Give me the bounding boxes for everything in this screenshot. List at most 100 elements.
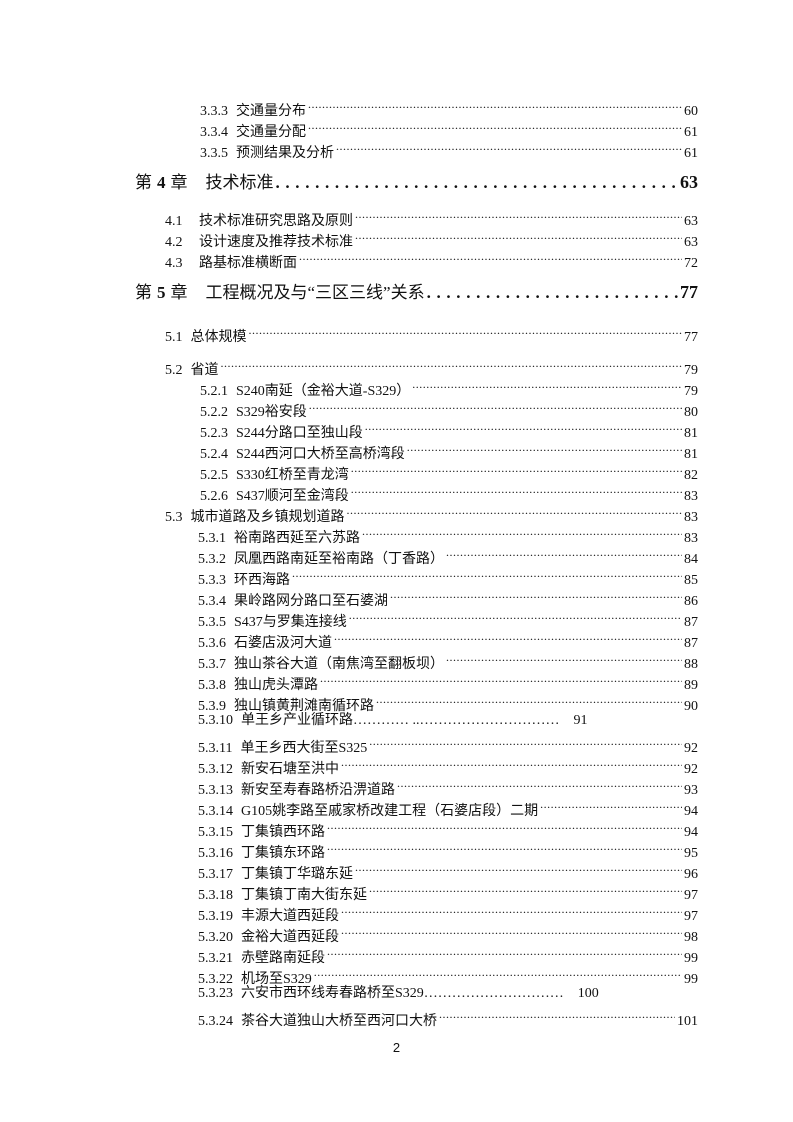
toc-entry[interactable]: 5.2.6 S437顺河至金湾段 83: [0, 479, 698, 504]
dot-leader: [365, 416, 682, 437]
entry-title: 丁集镇东环路: [241, 846, 325, 861]
toc-entry[interactable]: 5.3.22 机场至S329 99: [0, 962, 698, 987]
dot-leader: [351, 479, 682, 500]
dot-leader: [351, 458, 682, 479]
dot-leader: [314, 962, 682, 983]
entry-page: 82: [684, 468, 698, 483]
toc-entry[interactable]: 5.3.6 石婆店汲河大道 87: [0, 626, 698, 651]
toc-entry[interactable]: 4.3 路基标准横断面 72: [0, 246, 698, 271]
entry-number: 5.3.16: [198, 846, 233, 861]
toc-entry[interactable]: 5.3.8 独山虎头潭路 89: [0, 668, 698, 693]
entry-number: 4.1: [165, 214, 183, 229]
entry-title: 总体规模: [190, 330, 247, 345]
toc-entry[interactable]: 5.2.2 S329裕安段 80: [0, 395, 698, 420]
toc-entry[interactable]: 3.3.3 交通量分布 60: [0, 94, 698, 119]
entry-title: 金裕大道西延段: [241, 930, 339, 945]
entry-title: 单王乡西大街至S325: [240, 741, 368, 756]
entry-title: 交通量分配: [236, 125, 306, 140]
dot-leader: [446, 647, 682, 668]
entry-title: 新安至寿春路桥沿淠道路: [241, 783, 395, 798]
toc-entry[interactable]: 5.3.10 单王乡产业循环路………… ..………………………… 91: [0, 710, 793, 731]
toc-entry[interactable]: 5.3.12 新安石塘至洪中 92: [0, 752, 698, 777]
toc-entry[interactable]: 5.2 省道 79: [0, 353, 698, 378]
entry-title: 赤壁路南延段: [241, 951, 325, 966]
toc-entry[interactable]: 5.3.21 赤壁路南延段 99: [0, 941, 698, 966]
entry-title: 丁集镇西环路: [241, 825, 325, 840]
dot-leader: ………… ..…………………………: [353, 713, 560, 728]
toc-entry[interactable]: 5.2.5 S330红桥至青龙湾 82: [0, 458, 698, 483]
entry-number: 5.3.21: [198, 951, 233, 966]
toc-entry[interactable]: 5.3.15 丁集镇西环路 94: [0, 815, 698, 840]
entry-number: 5.2.2: [200, 405, 228, 420]
entry-number: 5.3.18: [198, 888, 233, 903]
toc-entry[interactable]: 5.1 总体规模 77: [0, 320, 698, 345]
toc-entry[interactable]: 3.3.5 预测结果及分析 61: [0, 136, 698, 161]
chapter-number: 4: [157, 173, 166, 192]
dot-leader: [439, 1004, 675, 1025]
dot-leader: [327, 836, 682, 857]
entry-number: 3.3.4: [200, 125, 228, 140]
entry-page: 98: [684, 930, 698, 945]
entry-number: 5.3: [165, 510, 183, 525]
dot-leader: [355, 857, 682, 878]
entry-page: 97: [684, 888, 698, 903]
entry-page: 95: [684, 846, 698, 861]
entry-page: 94: [684, 804, 698, 819]
toc-entry[interactable]: 5.3.23 六安市西环线寿春路桥至S329………………………… 100: [0, 983, 793, 1004]
entry-number: 5.1: [165, 330, 183, 345]
entry-page: 83: [684, 489, 698, 504]
entry-number: 5.3.17: [198, 867, 233, 882]
entry-page: 63: [684, 214, 698, 229]
toc-entry[interactable]: 4.1 技术标准研究思路及原则 63: [0, 204, 698, 229]
toc-entry[interactable]: 5.3.1 裕南路西延至六苏路 83: [0, 521, 698, 546]
page-number: 2: [392, 1040, 401, 1055]
entry-page: 81: [684, 426, 698, 441]
toc-entry[interactable]: 5.3.13 新安至寿春路桥沿淠道路 93: [0, 773, 698, 798]
entry-title: 独山镇黄荆滩南循环路: [234, 699, 374, 714]
toc-entry[interactable]: 5.3.9 独山镇黄荆滩南循环路 90: [0, 689, 698, 714]
entry-page: 83: [684, 510, 698, 525]
entry-number: 5.3.24: [198, 1014, 233, 1029]
entry-page: 90: [684, 699, 698, 714]
entry-page: 87: [684, 636, 698, 651]
dot-leader: [540, 794, 682, 815]
toc-entry[interactable]: 5.3 城市道路及乡镇规划道路 83: [0, 500, 698, 525]
toc-entry[interactable]: 5.2.3 S244分路口至独山段 81: [0, 416, 698, 441]
entry-title: 石婆店汲河大道: [234, 636, 332, 651]
entry-title: 预测结果及分析: [236, 146, 334, 161]
dot-leader: [369, 731, 682, 752]
toc-entry[interactable]: 5.3.18 丁集镇丁南大街东延 97: [0, 878, 698, 903]
toc-entry[interactable]: 5.3.24 茶谷大道独山大桥至西河口大桥 101: [0, 1004, 698, 1029]
toc-entry[interactable]: 5.3.3 环西海路 85: [0, 563, 698, 588]
entry-page: 81: [684, 447, 698, 462]
toc-entry[interactable]: 5.3.20 金裕大道西延段 98: [0, 920, 698, 945]
entry-number: 3.3.5: [200, 146, 228, 161]
entry-page: 92: [684, 762, 698, 777]
toc-entry[interactable]: 5.3.5 S437与罗集连接线 87: [0, 605, 698, 630]
toc-entry[interactable]: 5.3.17 丁集镇丁华璐东延 96: [0, 857, 698, 882]
entry-page: 93: [684, 783, 698, 798]
entry-number: 5.3.5: [198, 615, 226, 630]
toc-entry[interactable]: 5.2.4S244西河口大桥至高桥湾段81: [0, 437, 698, 462]
toc-entry[interactable]: 5.3.16 丁集镇东环路 95: [0, 836, 698, 861]
dot-leader: …………………………: [423, 986, 564, 1001]
entry-number: 5.3.9: [198, 699, 226, 714]
entry-page: 77: [684, 330, 698, 345]
toc-entry[interactable]: 5.3.19 丰源大道西延段 97: [0, 899, 698, 924]
entry-title: 交通量分布: [236, 104, 306, 119]
dot-leader: [412, 374, 682, 395]
dot-leader: [390, 584, 682, 605]
chapter-page: 77: [680, 282, 698, 302]
toc-entry[interactable]: 5.3.11 单王乡西大街至S325 92: [0, 731, 698, 756]
entry-title: 丁集镇丁南大街东延: [241, 888, 367, 903]
entry-page: 99: [684, 972, 698, 987]
toc-entry[interactable]: 5.3.4果岭路网分路口至石婆湖86: [0, 584, 698, 609]
dot-leader: [327, 815, 682, 836]
dot-leader: [407, 437, 682, 458]
toc-entry[interactable]: 3.3.4 交通量分配 61: [0, 115, 698, 140]
entry-number: 5.3.12: [198, 762, 233, 777]
